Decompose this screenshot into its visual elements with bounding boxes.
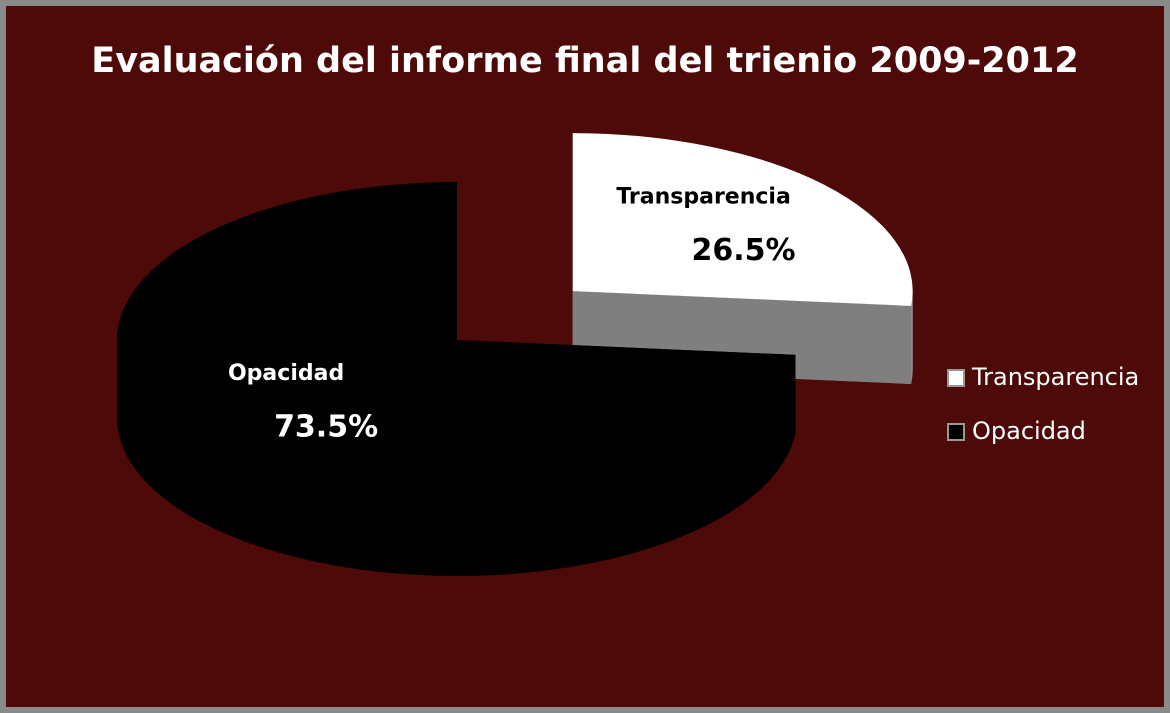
legend-label: Opacidad xyxy=(972,417,1086,445)
data-label: 26.5% xyxy=(692,233,796,268)
slice xyxy=(572,133,913,306)
slice-wall-shade xyxy=(117,340,796,577)
slice-wall-shade xyxy=(911,291,913,384)
slice xyxy=(117,182,796,499)
legend-swatch xyxy=(947,423,965,441)
legend-label: Transparencia xyxy=(971,363,1139,391)
chart-title: Evaluación del informe final del trienio… xyxy=(91,41,1078,81)
data-label: 73.5% xyxy=(274,409,378,444)
data-label-name: Transparencia xyxy=(616,184,791,209)
data-label-name: Opacidad xyxy=(228,361,344,386)
legend-swatch xyxy=(947,369,965,387)
